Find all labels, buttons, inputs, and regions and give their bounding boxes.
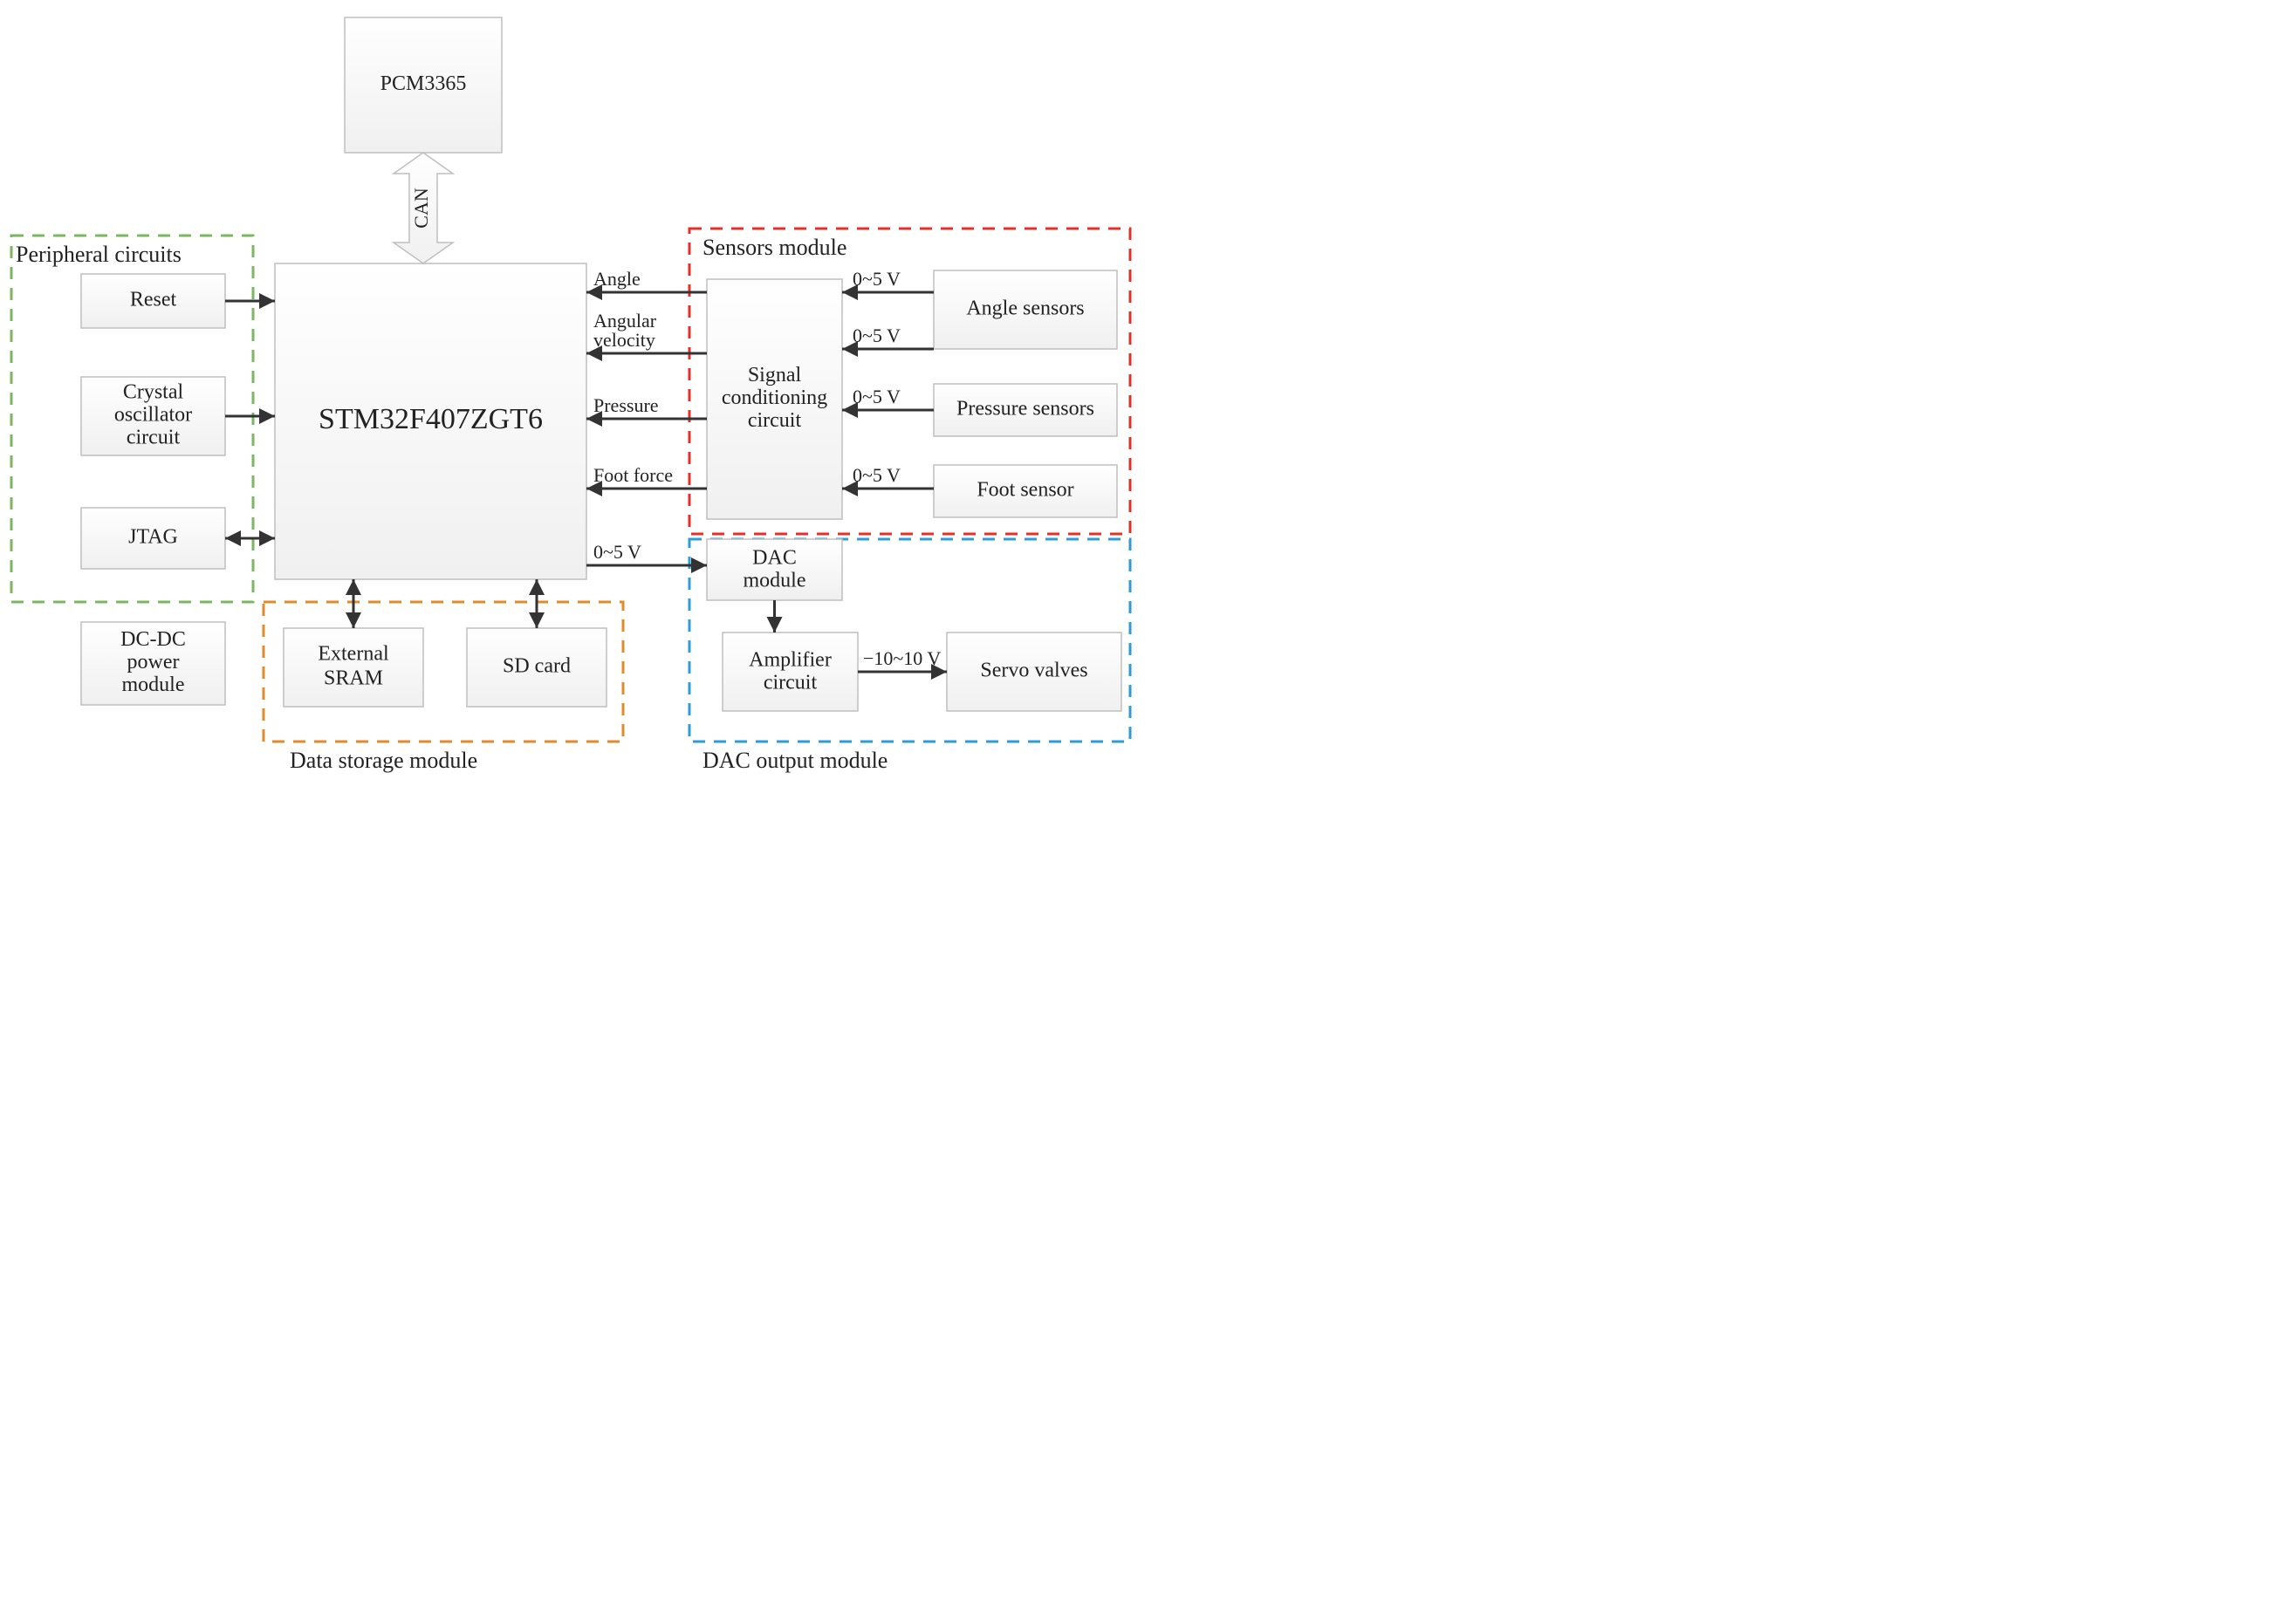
sigcond-label1: Signal	[748, 364, 802, 386]
foot-sensor-edge-label: 0~5 V	[853, 464, 901, 486]
crystal-osc-label2: oscillator	[114, 404, 192, 427]
servo-valves-label: Servo valves	[980, 660, 1087, 682]
amp-to-servo-edge-label: −10~10 V	[863, 647, 941, 669]
angvel-sensor-edge-label: 0~5 V	[853, 325, 901, 346]
sram-label1: External	[318, 643, 389, 666]
dac-label1: DAC	[752, 547, 797, 570]
block-diagram: Peripheral circuits Data storage module …	[0, 0, 1148, 804]
sigcond-label2: conditioning	[722, 386, 827, 409]
can-label: CAN	[410, 188, 432, 229]
pressure-edge-label: Pressure	[593, 394, 659, 416]
dcdc-label3: module	[122, 674, 185, 696]
sd-label: SD card	[503, 655, 571, 678]
storage-title: Data storage module	[290, 748, 477, 773]
pressure-sensors-label: Pressure sensors	[956, 398, 1094, 421]
pcm-label: PCM3365	[380, 72, 467, 95]
dac-output-title: DAC output module	[703, 748, 888, 773]
sensors-title: Sensors module	[703, 235, 846, 260]
pressure-sensor-edge-label: 0~5 V	[853, 386, 901, 407]
foot-sensor-label: Foot sensor	[977, 479, 1073, 502]
sigcond-label3: circuit	[748, 409, 802, 432]
reset-label: Reset	[130, 289, 177, 311]
mcu-to-dac-edge-label: 0~5 V	[593, 541, 641, 563]
amplifier-label1: Amplifier	[749, 649, 832, 672]
dcdc-label2: power	[127, 651, 180, 674]
angle-sensor-edge-label: 0~5 V	[853, 268, 901, 290]
amplifier-label2: circuit	[764, 672, 818, 694]
dac-label2: module	[744, 570, 806, 592]
angle-sensors-label: Angle sensors	[966, 297, 1084, 320]
crystal-osc-label3: circuit	[127, 427, 181, 449]
peripheral-title: Peripheral circuits	[16, 242, 182, 267]
foot-edge-label: Foot force	[593, 464, 673, 486]
mcu-label: STM32F407ZGT6	[319, 403, 543, 435]
jtag-label: JTAG	[128, 526, 178, 549]
dcdc-label1: DC-DC	[120, 628, 186, 651]
crystal-osc-label1: Crystal	[123, 381, 184, 404]
angvel-edge-label2: velocity	[593, 329, 655, 351]
sram-label2: SRAM	[324, 667, 383, 690]
angle-edge-label: Angle	[593, 268, 641, 290]
